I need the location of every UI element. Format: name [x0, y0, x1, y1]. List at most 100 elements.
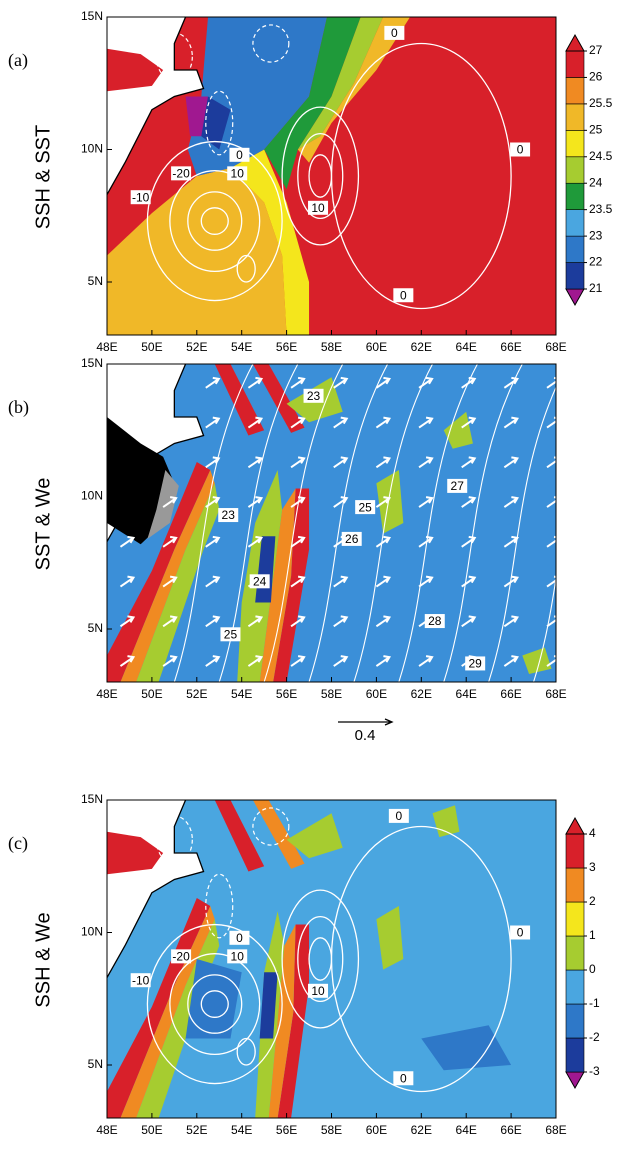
contour-line	[308, 364, 389, 682]
wind-vector	[375, 416, 392, 429]
wind-vector	[290, 416, 306, 429]
colorbar-label: 22	[589, 255, 603, 269]
contour-label: 10	[231, 167, 245, 181]
contour-line-negative	[155, 32, 193, 82]
x-tick-label: 48E	[96, 340, 117, 354]
wind-vector	[290, 615, 306, 628]
colorbar-box	[565, 235, 585, 263]
colorbar-label: 25.5	[589, 96, 613, 110]
wind-vector	[418, 655, 434, 667]
field-region	[230, 149, 310, 335]
wind-vector	[461, 535, 477, 548]
wind-vector	[205, 496, 221, 508]
x-tick-label: 58E	[321, 1123, 342, 1137]
field-region	[264, 17, 361, 190]
contour-line	[330, 42, 512, 310]
wind-vector	[375, 655, 392, 667]
field-region	[136, 483, 220, 682]
field-region	[297, 17, 411, 163]
contour-label-box	[218, 508, 239, 523]
contour-label-box	[341, 531, 362, 546]
contour-label-box	[424, 614, 445, 629]
colorbar-box	[565, 77, 585, 105]
contour-label: 0	[236, 931, 243, 945]
wind-vector	[247, 416, 264, 429]
contour-label-box	[229, 147, 250, 162]
map-panel: 0 0 -20 10 -10 10 0 0	[107, 800, 556, 1118]
contour-label-box	[303, 388, 324, 403]
wind-vector	[247, 496, 264, 508]
contour-line-negative	[155, 815, 193, 865]
wind-vector	[546, 416, 556, 429]
contour-line	[236, 1037, 256, 1066]
wind-vector	[375, 456, 392, 469]
wind-vector	[375, 535, 392, 548]
wind-vector	[503, 655, 519, 667]
x-tick-label: 56E	[276, 340, 297, 354]
contour-label: 23	[307, 389, 321, 403]
contour-line	[488, 386, 556, 682]
wind-vector	[546, 655, 556, 667]
contour-label-box	[308, 983, 329, 998]
contour-line	[398, 364, 478, 682]
x-tick-label: 54E	[231, 687, 252, 701]
x-tick-label: 68E	[545, 687, 566, 701]
colorbar-box	[565, 103, 585, 131]
map-panel: 0 0 0 -20 10 -10 10 0	[107, 17, 556, 335]
x-tick-label: 66E	[500, 1123, 521, 1137]
wind-vector	[375, 615, 392, 628]
wind-vector	[418, 496, 434, 508]
x-tick-label: 66E	[500, 340, 521, 354]
contour-label-box	[249, 574, 270, 589]
wind-vector	[333, 496, 349, 508]
contour-label: 10	[311, 984, 325, 998]
wind-vector	[247, 456, 264, 469]
wind-vector	[503, 575, 519, 588]
wind-vector	[119, 535, 136, 548]
wind-vector	[162, 496, 178, 508]
contour-label: 0	[517, 926, 524, 940]
field-region	[421, 1025, 512, 1071]
wind-vector	[205, 376, 221, 389]
contour-label-box	[220, 627, 241, 642]
field-region	[120, 470, 215, 682]
contour-line	[187, 974, 243, 1034]
reference-vector-label: 0.4	[355, 727, 376, 744]
colorbar-label: 1	[589, 928, 596, 942]
colorbar-box	[565, 50, 585, 78]
wind-vector	[162, 615, 178, 628]
wind-vector	[333, 416, 349, 429]
x-tick-label: 56E	[276, 687, 297, 701]
contour-label: 25	[224, 627, 238, 641]
field-region	[259, 488, 296, 682]
contour-label: 23	[222, 508, 236, 522]
wind-vector	[546, 615, 556, 628]
contour-label: 24	[253, 574, 267, 588]
x-tick-label: 62E	[411, 687, 432, 701]
wind-vector	[546, 575, 556, 588]
y-axis-label: SST & We	[32, 478, 54, 571]
x-tick-label: 62E	[411, 340, 432, 354]
wind-vector	[247, 615, 264, 628]
colorbar-triangle	[565, 1071, 585, 1090]
colorbar-box	[565, 182, 585, 210]
colorbar-triangle	[565, 816, 585, 835]
wind-vector	[205, 456, 221, 469]
contour-line-negative	[252, 24, 290, 63]
contour-line	[200, 990, 229, 1018]
y-tick-label: 15N	[81, 792, 103, 806]
y-tick-label: 10N	[81, 142, 103, 156]
wind-vector	[333, 615, 349, 628]
wind-vector	[205, 416, 221, 429]
x-tick-label: 66E	[500, 687, 521, 701]
wind-vector	[162, 575, 178, 588]
wind-vector	[503, 416, 519, 429]
wind-vector	[418, 456, 434, 469]
colorbar-box	[565, 969, 585, 1005]
colorbar-label: 0	[589, 962, 596, 976]
y-tick-label: 10N	[81, 489, 103, 503]
wind-vector	[546, 376, 556, 389]
field-region	[259, 972, 278, 1039]
colorbar-label: -1	[589, 996, 600, 1010]
